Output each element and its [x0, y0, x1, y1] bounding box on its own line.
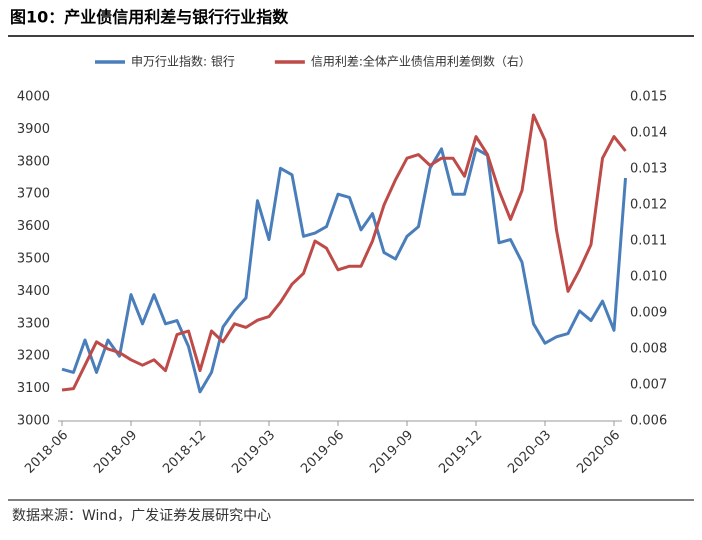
x-tick-label: 2018-12 — [160, 428, 209, 477]
x-tick-label: 2020-06 — [574, 428, 623, 477]
y2-tick-label: 0.013 — [630, 162, 667, 177]
x-tick-label: 2018-09 — [91, 428, 140, 477]
y-tick-label: 3300 — [17, 316, 50, 331]
x-tick-label: 2018-06 — [22, 428, 71, 477]
y-tick-label: 3500 — [17, 252, 50, 267]
y2-tick-label: 0.010 — [630, 270, 667, 285]
y2-tick-label: 0.006 — [630, 414, 667, 429]
y2-tick-label: 0.007 — [630, 378, 667, 393]
y-tick-label: 3000 — [17, 414, 50, 429]
x-tick-label: 2019-03 — [229, 428, 278, 477]
y-tick-label: 3100 — [17, 381, 50, 396]
y-tick-label: 3900 — [17, 122, 50, 137]
y2-tick-label: 0.015 — [630, 90, 667, 105]
source: 数据来源：Wind，广发证券发展研究中心 — [12, 508, 271, 524]
y2-tick-label: 0.014 — [630, 126, 667, 141]
chart-title: 图10：产业债信用利差与银行行业指数 — [10, 8, 289, 27]
y2-tick-label: 0.008 — [630, 342, 667, 357]
y-tick-label: 3600 — [17, 219, 50, 234]
x-tick-label: 2019-06 — [298, 428, 347, 477]
legend-label: 申万行业指数: 银行 — [131, 54, 235, 69]
y-tick-label: 4000 — [17, 90, 50, 105]
y-tick-label: 3800 — [17, 154, 50, 169]
y-tick-label: 3400 — [17, 284, 50, 299]
line-series — [61, 147, 627, 394]
y2-tick-label: 0.009 — [630, 306, 667, 321]
y-tick-label: 3700 — [17, 187, 50, 202]
line-series — [61, 113, 627, 392]
y2-tick-label: 0.012 — [630, 198, 667, 213]
x-tick-label: 2020-03 — [505, 428, 554, 477]
y2-tick-label: 0.011 — [630, 234, 667, 249]
x-tick-label: 2019-09 — [367, 428, 416, 477]
y-tick-label: 3200 — [17, 349, 50, 364]
legend-label: 信用利差:全体产业债信用利差倒数（右） — [311, 54, 531, 69]
x-tick-label: 2019-12 — [436, 428, 485, 477]
